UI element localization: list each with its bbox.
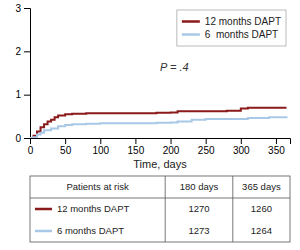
x-tick-label: 0	[28, 145, 34, 156]
series-line	[30, 108, 286, 138]
annotation: P = .4	[160, 61, 189, 73]
table-divider	[165, 176, 166, 242]
y-tick: 3	[15, 3, 30, 14]
x-tick-label: 50	[60, 145, 72, 156]
table-row-label: 12 months DAPT	[57, 203, 130, 214]
y-tick-mark	[24, 51, 30, 52]
x-axis: 0 50 100 150 200 250 300 350	[28, 138, 291, 156]
x-tick: 350	[268, 138, 285, 156]
x-tick-mark	[65, 138, 66, 144]
y-tick: 0	[15, 133, 30, 144]
legend-label: 12 months DAPT	[205, 16, 281, 27]
y-tick-label: 1	[15, 89, 21, 100]
table-header: 180 days	[180, 181, 219, 192]
y-tick: 2	[15, 46, 30, 57]
table-cell: 1270	[188, 203, 209, 214]
table-row-label: 6 months DAPT	[57, 225, 124, 236]
table-swatch	[35, 230, 52, 233]
x-tick-mark	[135, 138, 136, 144]
x-tick-label: 250	[198, 145, 215, 156]
y-axis-line	[24, 9, 31, 139]
y-tick-label: 2	[15, 46, 21, 57]
table-border	[30, 176, 290, 242]
y-axis: 0 1 2 3	[15, 3, 30, 144]
y-tick-mark	[24, 95, 30, 96]
legend-frame	[177, 10, 286, 46]
x-tick: 250	[198, 138, 215, 156]
series-line	[30, 116, 286, 138]
x-tick: 0	[28, 138, 34, 156]
y-tick-label: 3	[15, 3, 21, 14]
x-tick-mark	[241, 138, 242, 144]
table-cell: 1264	[251, 225, 272, 236]
legend-label: 6 months DAPT	[205, 29, 278, 40]
y-tick: 1	[15, 89, 30, 100]
table-cell: 1273	[188, 225, 209, 236]
x-tick-label: 300	[233, 145, 250, 156]
lines	[30, 108, 286, 138]
x-axis-title: Time, days	[133, 158, 187, 170]
x-tick-mark	[100, 138, 101, 144]
table-cell: 1260	[251, 203, 272, 214]
x-tick: 100	[92, 138, 109, 156]
x-tick-mark	[206, 138, 207, 144]
table-rule	[30, 198, 290, 199]
table-swatch	[35, 208, 52, 211]
x-tick-label: 150	[128, 145, 145, 156]
plot: 0 50 100 150 200 250 300 350 0 1 2 3 Time, days P = .…	[15, 3, 290, 170]
table-header: 365 days	[242, 181, 281, 192]
legend: 12 months DAPT 6 months DAPT	[177, 10, 286, 46]
x-tick: 300	[233, 138, 250, 156]
legend-swatch	[182, 20, 200, 23]
x-tick: 200	[163, 138, 180, 156]
x-tick-label: 200	[163, 145, 180, 156]
y-tick-mark	[24, 8, 30, 9]
risk-table: Patients at risk 180 days 365 days 12 month…	[30, 176, 290, 242]
table-divider	[232, 176, 233, 242]
x-axis-line	[31, 139, 291, 145]
y-tick-label: 0	[15, 133, 21, 144]
x-tick-label: 350	[268, 145, 285, 156]
x-tick-mark	[171, 138, 172, 144]
x-tick: 50	[60, 138, 72, 156]
x-tick: 150	[128, 138, 145, 156]
x-tick-label: 100	[92, 145, 109, 156]
y-tick-mark	[24, 138, 30, 139]
x-tick-mark	[276, 138, 277, 144]
legend-swatch	[182, 33, 200, 36]
chart: 0 50 100 150 200 250 300 350 0 1 2 3 Time, days P = .…	[0, 0, 300, 250]
table-header: Patients at risk	[66, 181, 129, 192]
